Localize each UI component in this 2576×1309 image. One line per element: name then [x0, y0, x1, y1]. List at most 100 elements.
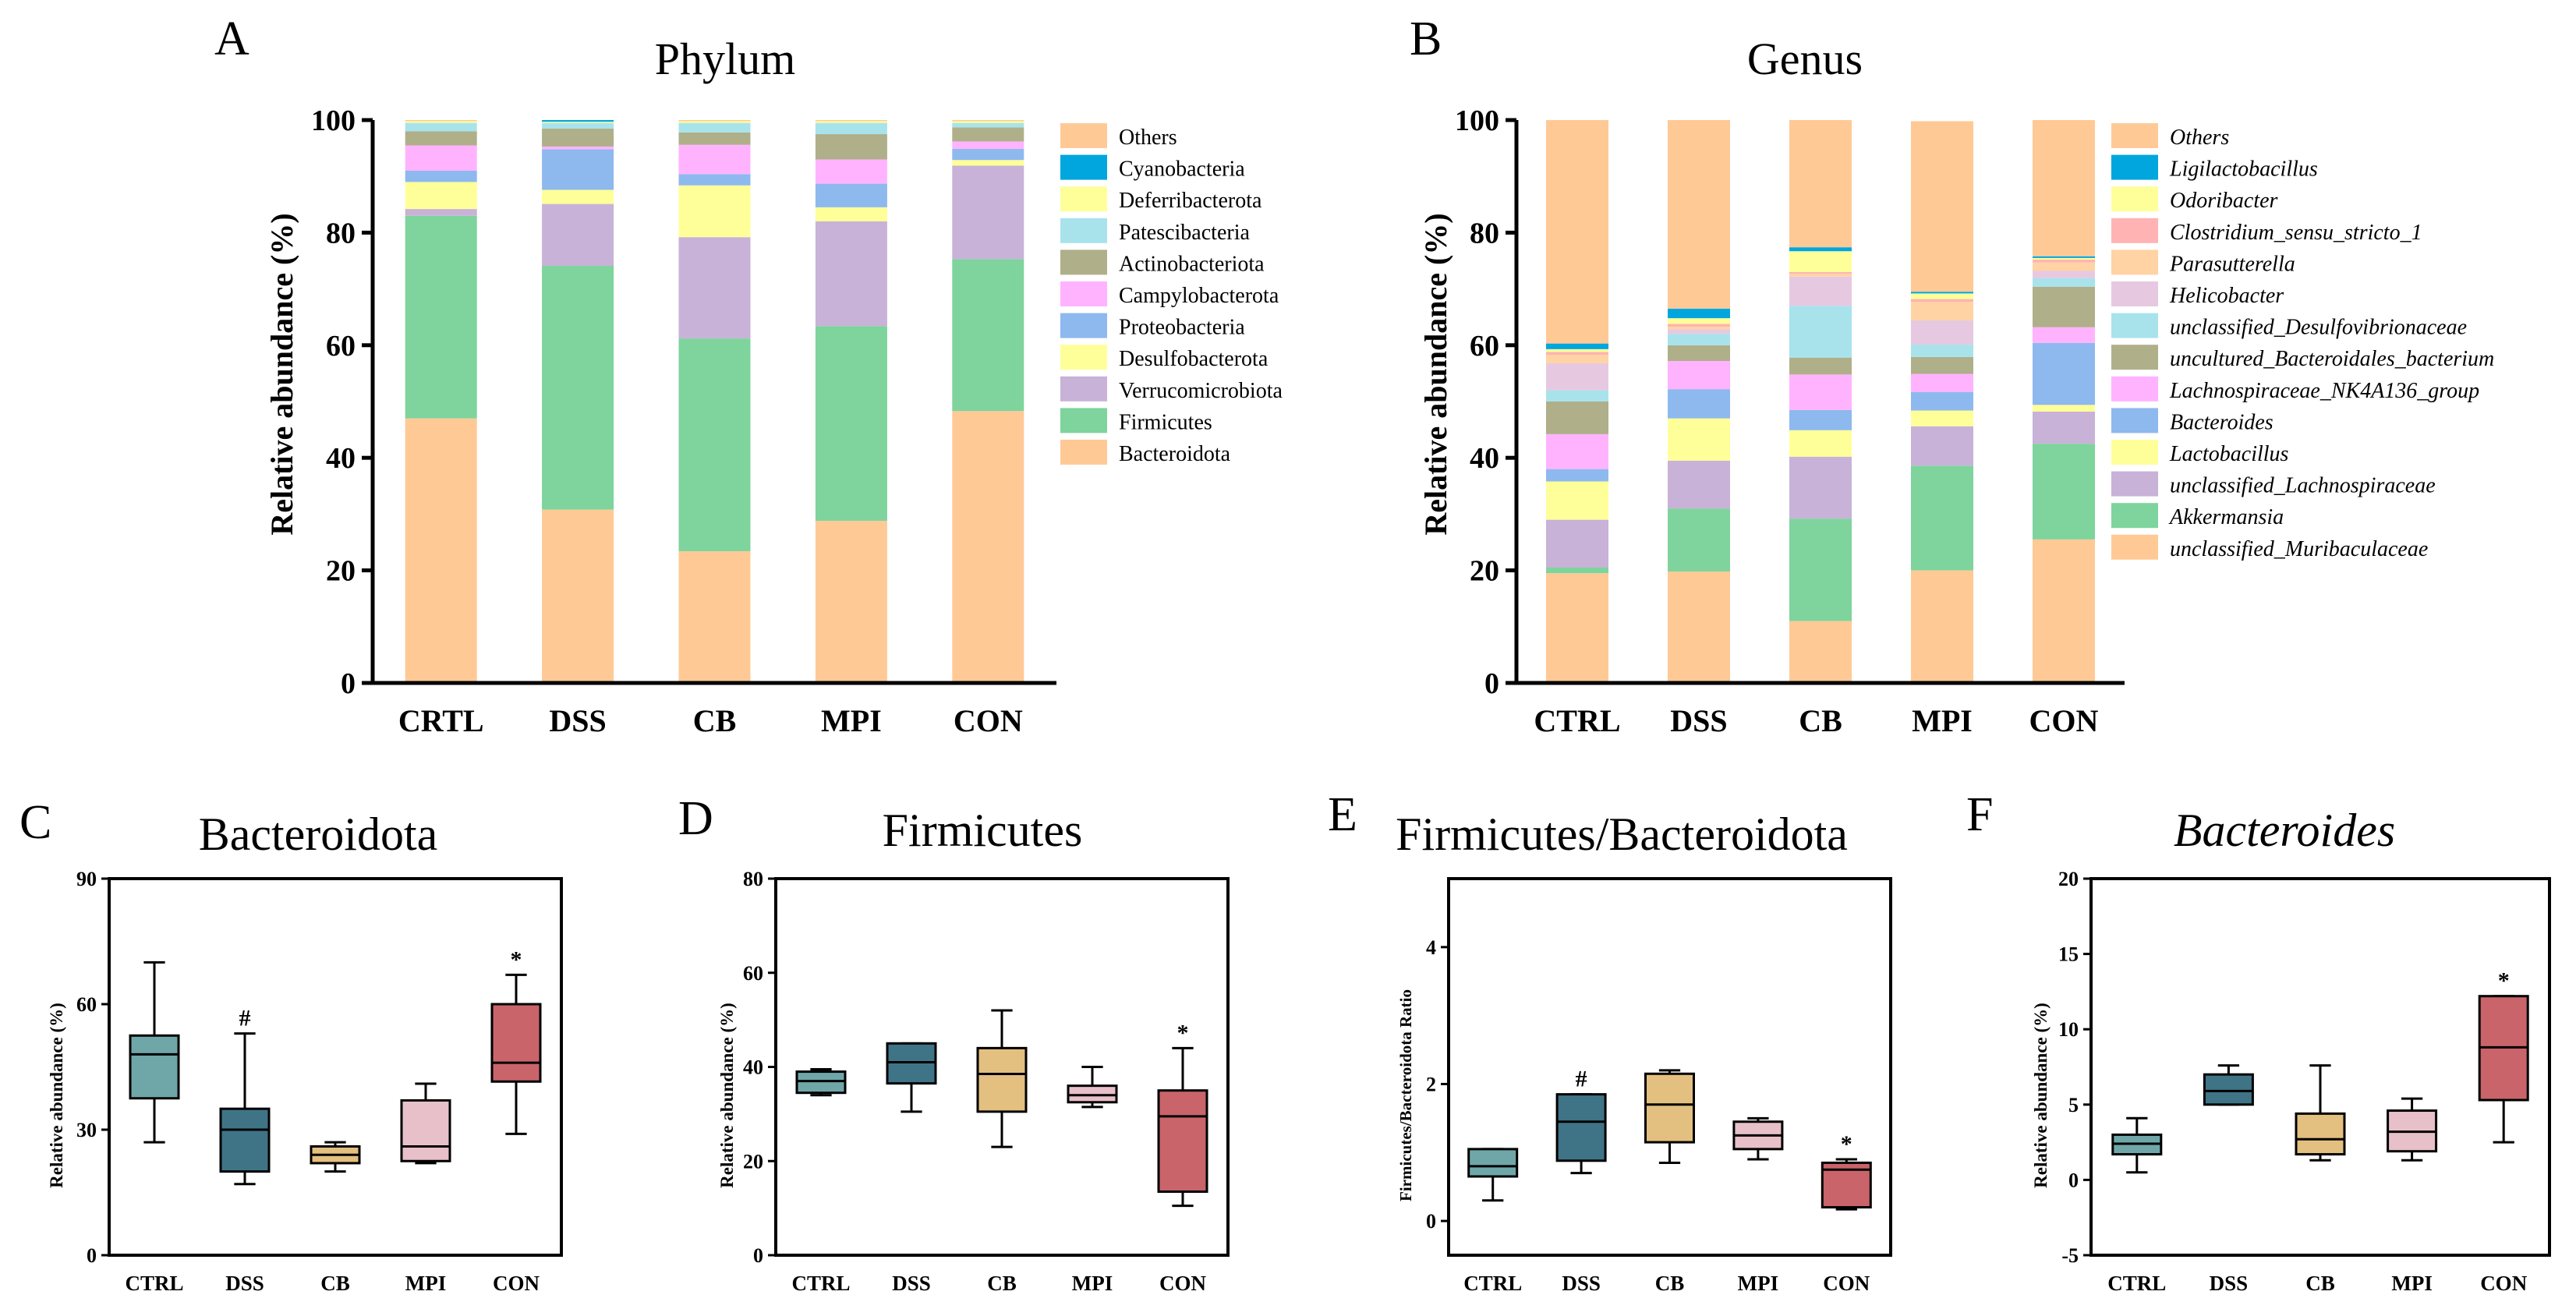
bar-segment-unclassified_Lachnospiraceae-CON	[2033, 411, 2095, 444]
legend-label-unclassified_Lachnospiraceae: unclassified_Lachnospiraceae	[2170, 474, 2436, 498]
significance-mark-DSS: #	[1576, 1067, 1587, 1092]
legend-swatch-Firmicutes	[1060, 408, 1107, 433]
bar-segment-Bacteroidota-CB	[678, 551, 751, 683]
significance-mark-CON: *	[1177, 1020, 1189, 1045]
y-tick-label: 4	[1426, 936, 1436, 959]
significance-mark-DSS: #	[239, 1006, 251, 1031]
x-tick-label: CON	[954, 703, 1023, 738]
bar-segment-Parasutterella-MPI	[1911, 302, 1973, 321]
bar-segment-unclassified_Lachnospiraceae-CTRL	[1546, 519, 1608, 568]
legend-swatch-Bacteroides	[2111, 408, 2158, 433]
bar-segment-Campylobacterota-MPI	[815, 159, 887, 184]
bar-segment-Helicobacter-CB	[1789, 276, 1852, 306]
bar-segment-unclassified_Desulfovibrionaceae-DSS	[1668, 334, 1730, 345]
bar-segment-Others-CON	[2033, 120, 2095, 256]
bar-segment-Ligilactobacillus-CON	[2033, 256, 2095, 258]
legend-swatch-Campylobacterota	[1060, 281, 1107, 306]
bar-segment-Patescibacteria-DSS	[542, 122, 614, 129]
bar-segment-Lachnospiraceae_NK4A136_group-CTRL	[1546, 433, 1608, 469]
x-tick-label: MPI	[2391, 1272, 2432, 1295]
y-tick-label: 30	[76, 1119, 97, 1141]
legend-swatch-uncultured_Bacteroidales_bacterium	[2111, 345, 2158, 370]
y-tick-label: 0	[753, 1244, 763, 1267]
box-CB	[2295, 1112, 2346, 1156]
bar-segment-Desulfobacterota-CRTL	[405, 182, 477, 210]
bar-segment-Bacteroidota-CON	[952, 411, 1024, 683]
y-tick-label: 90	[76, 868, 97, 890]
phylum-y-axis-label: Relative abundance (%)	[264, 213, 299, 535]
bar-segment-Others-MPI	[1911, 121, 1973, 292]
bar-segment-Clostridium_sensu_stricto_1-CON	[2033, 260, 2095, 263]
x-tick-label: DSS	[549, 703, 606, 738]
ratio-boxplot: 0 2 4 CTRL # DSS CB MPI * CON	[1426, 877, 1892, 1295]
bar-segment-Lactobacillus-CTRL	[1546, 481, 1608, 520]
bar-segment-Actinobacteriota-CRTL	[405, 131, 477, 146]
panel-letter-b: B	[1410, 12, 1442, 65]
y-tick-label: 20	[2058, 868, 2079, 890]
bar-segment-Others-CB	[678, 120, 751, 122]
bar-segment-uncultured_Bacteroidales_bacterium-CON	[2033, 286, 2095, 327]
box-DSS	[886, 1042, 937, 1085]
bar-segment-Akkermansia-DSS	[1668, 508, 1730, 572]
x-tick-label: DSS	[892, 1272, 931, 1295]
legend-label-unclassified_Desulfovibrionaceae: unclassified_Desulfovibrionaceae	[2170, 316, 2467, 340]
bar-segment-unclassified_Muribaculaceae-MPI	[1911, 570, 1973, 683]
legend-label-Parasutterella: Parasutterella	[2169, 252, 2295, 276]
bar-segment-Verrucomicrobiota-CRTL	[405, 209, 477, 216]
box-DSS	[2203, 1073, 2254, 1106]
x-tick-label: MPI	[405, 1272, 446, 1295]
legend-swatch-Others	[2111, 123, 2158, 148]
x-tick-label: DSS	[1670, 703, 1727, 738]
bar-segment-Desulfobacterota-CON	[952, 160, 1024, 166]
phylum-chart-title: Phylum	[655, 34, 796, 84]
y-tick-label: 0	[341, 667, 356, 700]
bar-segment-Lachnospiraceae_NK4A136_group-DSS	[1668, 361, 1730, 390]
genus-stacked-bar-chart: CTRL DSS CB MPI CON 0 20 40 60 80 100 Others Ligilac…	[1455, 104, 2494, 738]
legend-label-Patescibacteria: Patescibacteria	[1119, 221, 1250, 245]
bar-segment-Patescibacteria-CB	[678, 122, 751, 133]
bar-segment-Firmicutes-MPI	[815, 326, 887, 522]
y-tick-label: 20	[743, 1150, 763, 1173]
bacteroides-y-axis-label: Relative abundance (%)	[2031, 1003, 2051, 1188]
bar-segment-Deferribacterota-CON	[952, 121, 1024, 123]
firmicutes-chart-title: Firmicutes	[883, 805, 1083, 856]
bar-segment-Odoribacter-CTRL	[1546, 348, 1608, 352]
bar-segment-unclassified_Muribaculaceae-CON	[2033, 539, 2095, 683]
bar-segment-unclassified_Lachnospiraceae-CB	[1789, 456, 1852, 519]
x-tick-label: CTRL	[125, 1272, 183, 1295]
box-DSS	[219, 1107, 271, 1173]
bar-segment-unclassified_Lachnospiraceae-MPI	[1911, 426, 1973, 466]
bar-segment-Patescibacteria-CON	[952, 122, 1024, 128]
bar-segment-Actinobacteriota-CB	[678, 132, 751, 145]
legend-label-Others: Others	[1119, 126, 1177, 150]
ratio-y-axis-label: Firmicutes/Bacteroidota Ratio	[1396, 989, 1415, 1201]
bar-segment-Cyanobacteria-DSS	[542, 120, 614, 122]
x-tick-label: CB	[987, 1272, 1017, 1295]
legend-label-Lactobacillus: Lactobacillus	[2169, 442, 2289, 466]
legend-swatch-Deferribacterota	[1060, 186, 1107, 212]
bar-segment-Ligilactobacillus-DSS	[1668, 308, 1730, 319]
legend-label-Firmicutes: Firmicutes	[1119, 410, 1212, 434]
legend-label-Others: Others	[2170, 126, 2229, 150]
box-MPI	[400, 1098, 451, 1162]
x-tick-label: CON	[2029, 703, 2099, 738]
legend-label-Bacteroidota: Bacteroidota	[1119, 442, 1231, 466]
bar-segment-Odoribacter-DSS	[1668, 318, 1730, 324]
bar-segment-Parasutterella-CB	[1789, 274, 1852, 277]
bar-segment-unclassified_Desulfovibrionaceae-MPI	[1911, 345, 1973, 357]
x-tick-label: DSS	[2210, 1272, 2249, 1295]
bar-segment-Clostridium_sensu_stricto_1-MPI	[1911, 299, 1973, 302]
y-tick-label: 100	[311, 104, 356, 137]
bar-segment-Helicobacter-MPI	[1911, 320, 1973, 345]
box-CON	[490, 1003, 542, 1083]
significance-mark-CON: *	[1841, 1131, 1852, 1157]
bar-segment-uncultured_Bacteroidales_bacterium-CB	[1789, 357, 1852, 375]
plot-frame	[1447, 877, 1892, 1257]
legend-label-unclassified_Muribaculaceae: unclassified_Muribaculaceae	[2170, 537, 2428, 561]
bar-segment-Akkermansia-CB	[1789, 518, 1852, 621]
bacteroides-boxplot: -5 0 5 10 15 20 CTRL DSS CB MPI * CON	[2058, 868, 2551, 1295]
x-tick-label: CB	[1655, 1272, 1685, 1295]
box-CB	[1644, 1072, 1695, 1144]
panel-letter-a: A	[214, 12, 249, 65]
y-tick-label: 15	[2058, 943, 2079, 966]
